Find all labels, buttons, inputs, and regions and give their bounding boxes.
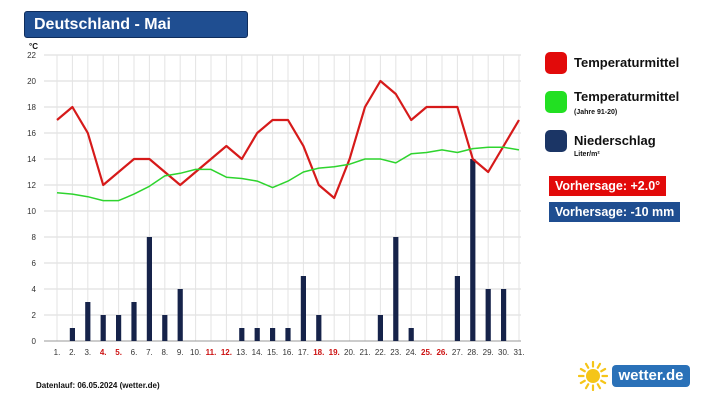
x-tick-label: 2. xyxy=(69,348,76,357)
y-tick-label: 14 xyxy=(27,155,36,164)
legend-swatch-temperature-normal xyxy=(545,91,567,113)
x-tick-label: 15. xyxy=(267,348,278,357)
y-tick-label: 10 xyxy=(27,207,36,216)
y-tick-label: 2 xyxy=(32,311,37,320)
y-axis-ticks: 0 2 4 6 8 10 12 14 16 18 20 22 xyxy=(27,51,36,346)
x-tick-label: 24. xyxy=(406,348,417,357)
x-tick-label: 1. xyxy=(54,348,61,357)
precipitation-bar xyxy=(316,315,322,341)
x-tick-label: 25. xyxy=(421,348,432,357)
y-tick-label: 20 xyxy=(27,77,36,86)
x-tick-label: 27. xyxy=(452,348,463,357)
legend-label-temperature-normal: Temperaturmittel xyxy=(574,89,680,104)
precipitation-bar xyxy=(131,302,137,341)
forecast-precipitation-badge: Vorhersage: -10 mm xyxy=(549,202,681,222)
y-tick-label: 12 xyxy=(27,181,36,190)
series-line xyxy=(56,79,520,200)
x-tick-label: 8. xyxy=(161,348,168,357)
forecast-temperature-badge: Vorhersage: +2.0° xyxy=(549,176,667,196)
y-tick-label: 18 xyxy=(27,103,36,112)
legend-sub-temperature-normal: (Jahre 91-20) xyxy=(574,109,618,116)
sun-icon xyxy=(578,361,608,391)
y-tick-label: 0 xyxy=(32,337,37,346)
x-tick-label: 6. xyxy=(131,348,138,357)
data-run-footer: Datenlauf: 06.05.2024 (wetter.de) xyxy=(36,381,160,390)
x-tick-label: 4. xyxy=(100,348,107,357)
legend-label-temperature: Temperaturmittel xyxy=(574,55,680,70)
x-tick-label: 26. xyxy=(436,348,447,357)
x-tick-label: 20. xyxy=(344,348,355,357)
precipitation-bar xyxy=(177,289,183,341)
y-tick-label: 8 xyxy=(32,233,37,242)
precipitation-bar xyxy=(146,237,152,341)
x-tick-label: 28. xyxy=(467,348,478,357)
y-tick-label: 16 xyxy=(27,129,36,138)
legend-label-precipitation: Niederschlag xyxy=(574,133,656,148)
precipitation-bar xyxy=(85,302,91,341)
x-tick-label: 22. xyxy=(375,348,386,357)
y-tick-label: 4 xyxy=(32,285,37,294)
x-tick-label: 11. xyxy=(206,348,217,357)
x-tick-label: 18. xyxy=(313,348,324,357)
precipitation-bar xyxy=(254,328,260,341)
x-tick-label: 17. xyxy=(298,348,309,357)
x-tick-label: 12. xyxy=(221,348,232,357)
y-tick-label: 6 xyxy=(32,259,37,268)
x-tick-label: 5. xyxy=(115,348,122,357)
precipitation-bar xyxy=(239,328,245,341)
x-tick-label: 21. xyxy=(359,348,370,357)
x-axis-ticks: 1. 2. 3. 4. 5. 6. 7. 8. 9. 10. 11. 12. 13. 14. 15. 16. 1… xyxy=(54,348,525,357)
precipitation-bar xyxy=(485,289,491,341)
y-tick-label: 22 xyxy=(27,51,36,60)
series-line xyxy=(56,146,520,202)
y-axis-label: °C xyxy=(29,42,38,51)
x-tick-label: 9. xyxy=(177,348,184,357)
precipitation-bar xyxy=(470,159,476,341)
x-tick-label: 29. xyxy=(483,348,494,357)
x-tick-label: 31. xyxy=(513,348,524,357)
x-tick-label: 19. xyxy=(329,348,340,357)
precipitation-bar xyxy=(300,276,306,341)
chart-title: Deutschland - Mai xyxy=(24,11,248,38)
chart-grid xyxy=(44,54,521,342)
precipitation-bar xyxy=(69,328,75,341)
precipitation-bar xyxy=(270,328,276,341)
x-tick-label: 16. xyxy=(282,348,293,357)
legend-swatch-temperature xyxy=(545,52,567,74)
precipitation-bars xyxy=(69,159,507,341)
x-tick-label: 3. xyxy=(84,348,91,357)
x-tick-label: 7. xyxy=(146,348,153,357)
x-tick-label: 10. xyxy=(190,348,201,357)
precipitation-bar xyxy=(285,328,291,341)
precipitation-bar xyxy=(393,237,399,341)
logo-text: wetter.de xyxy=(612,365,690,387)
wetter-logo[interactable]: wetter.de xyxy=(578,361,690,391)
x-tick-label: 30. xyxy=(498,348,509,357)
legend-sub-precipitation: Liter/m² xyxy=(574,151,600,158)
x-tick-label: 14. xyxy=(252,348,263,357)
precipitation-bar xyxy=(408,328,414,341)
precipitation-bar xyxy=(100,315,106,341)
legend-swatch-precipitation xyxy=(545,130,567,152)
precipitation-bar xyxy=(162,315,168,341)
precipitation-bar xyxy=(377,315,383,341)
temperature-lines xyxy=(56,79,520,202)
x-tick-label: 13. xyxy=(236,348,247,357)
precipitation-bar xyxy=(501,289,507,341)
precipitation-bar xyxy=(454,276,460,341)
x-tick-label: 23. xyxy=(390,348,401,357)
precipitation-bar xyxy=(116,315,122,341)
